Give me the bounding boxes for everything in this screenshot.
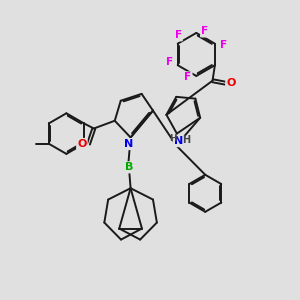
Text: F: F bbox=[166, 57, 173, 67]
Text: H: H bbox=[182, 135, 190, 145]
Text: H: H bbox=[169, 134, 177, 143]
Text: F: F bbox=[201, 26, 208, 37]
Text: B: B bbox=[125, 162, 133, 172]
Text: O: O bbox=[77, 139, 87, 149]
Text: N: N bbox=[174, 136, 183, 146]
Text: N: N bbox=[124, 139, 134, 149]
Text: O: O bbox=[226, 78, 236, 88]
Text: F: F bbox=[175, 30, 182, 40]
Text: F: F bbox=[220, 40, 227, 50]
Text: F: F bbox=[184, 72, 191, 82]
